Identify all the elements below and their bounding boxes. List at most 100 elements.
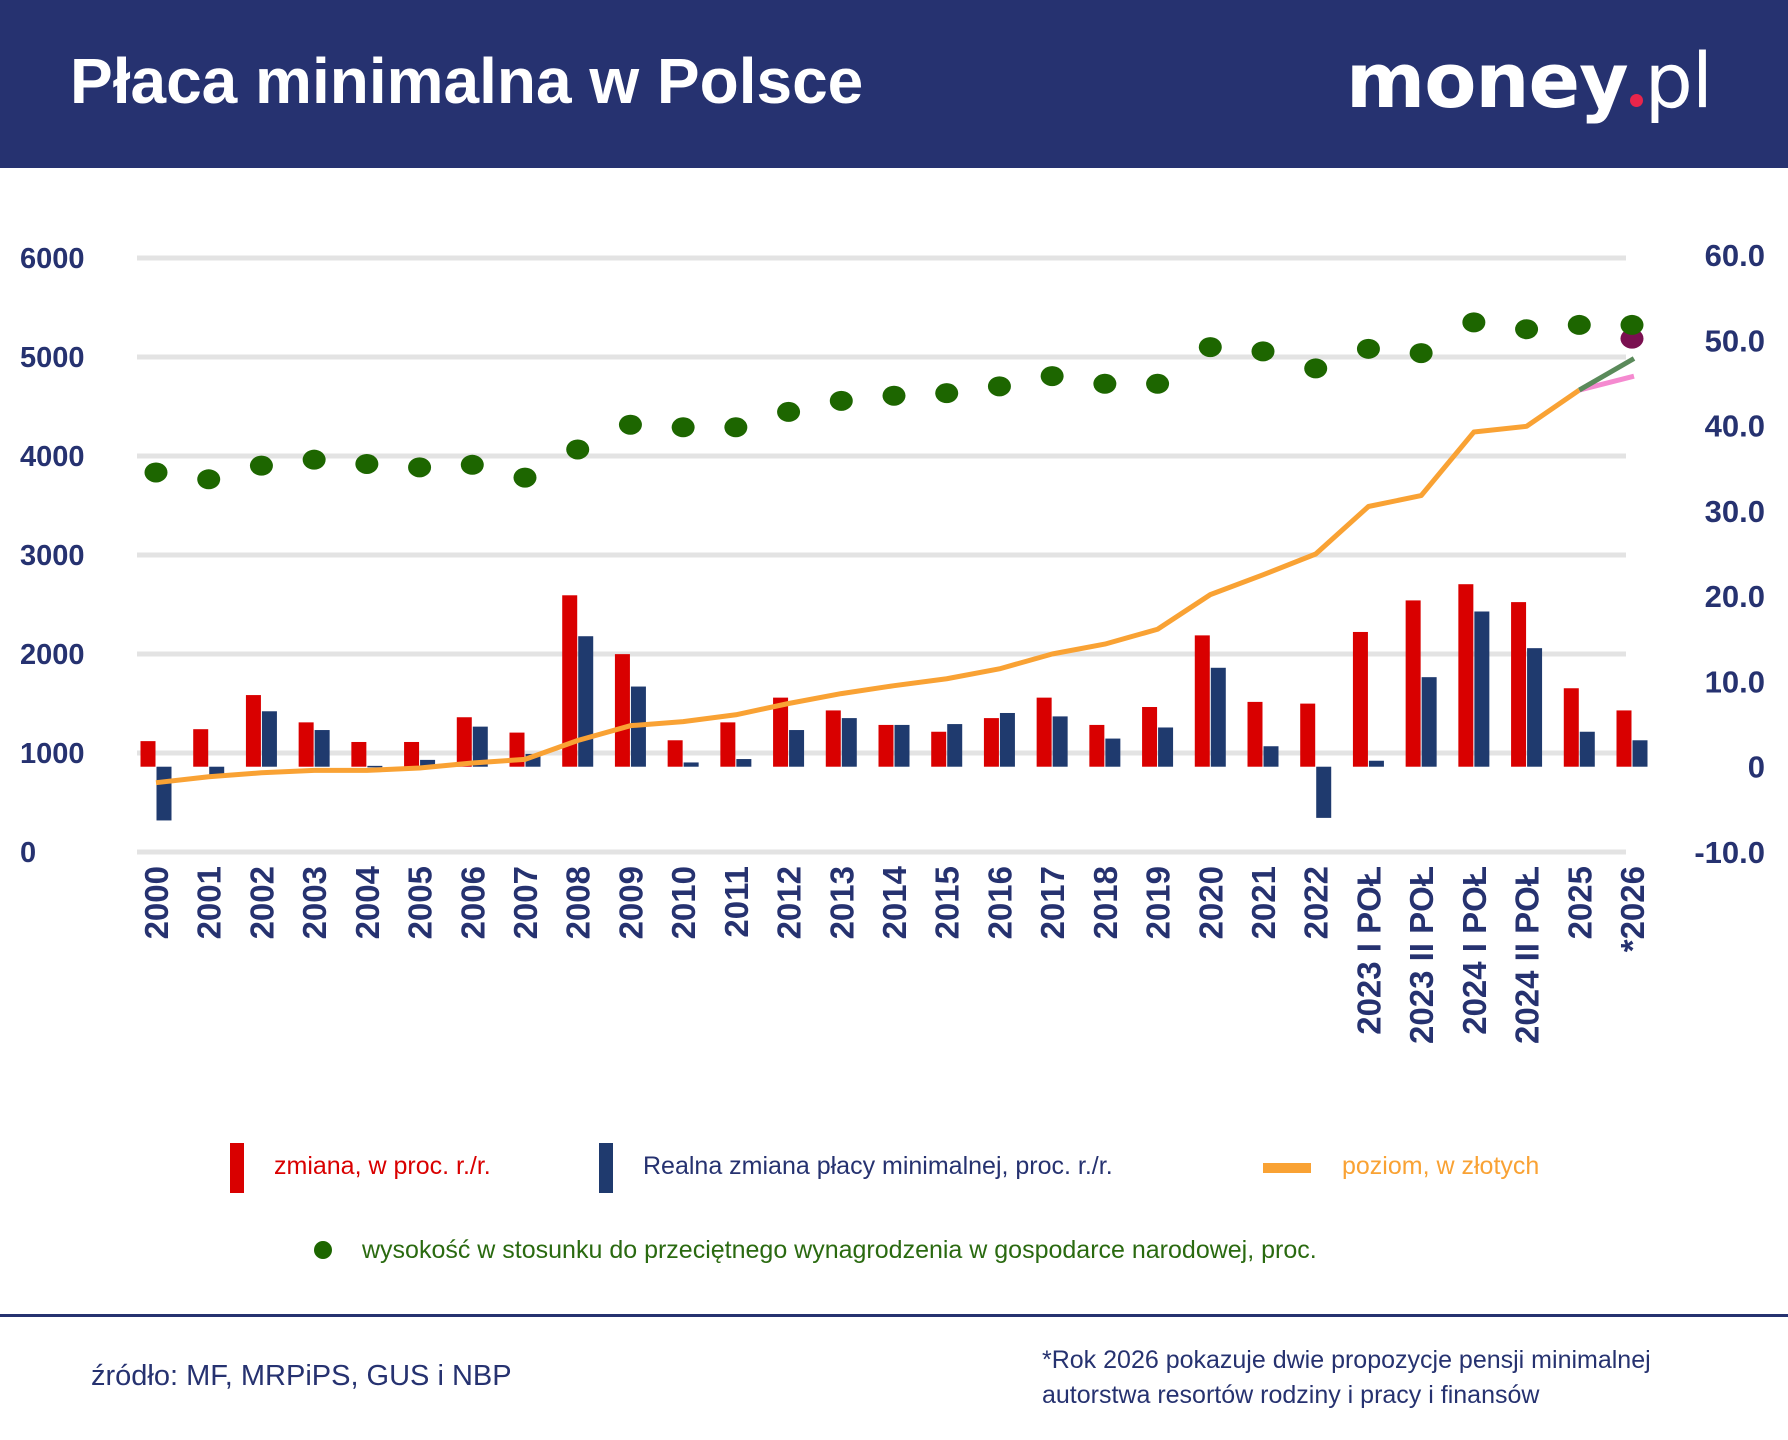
category-label: 2010 xyxy=(665,866,702,939)
bar-nominal xyxy=(825,710,841,767)
footnote-line-1: *Rok 2026 pokazuje dwie propozycje pensj… xyxy=(1042,1346,1651,1374)
ratio-dot xyxy=(724,417,748,438)
left-axis-tick-label: 1000 xyxy=(20,738,85,770)
legend-label-real: Realna zmiana płacy minimalnej, proc. r.… xyxy=(643,1152,1113,1180)
bar-real xyxy=(1527,648,1543,767)
category-label: 2019 xyxy=(1140,866,1177,939)
bar-nominal xyxy=(456,717,472,767)
bar-real xyxy=(1421,677,1437,767)
bar-nominal xyxy=(614,654,630,767)
bar-real xyxy=(420,759,436,767)
ratio-dot xyxy=(144,462,168,483)
bar-nominal xyxy=(1194,635,1210,767)
category-label: 2006 xyxy=(454,866,491,939)
ratio-dot xyxy=(882,385,906,406)
bar-nominal xyxy=(1142,707,1158,767)
bar-real xyxy=(683,762,699,767)
bar-nominal xyxy=(193,729,209,767)
bar-real xyxy=(1316,766,1332,818)
category-label: 2025 xyxy=(1561,866,1598,939)
bar-nominal xyxy=(1405,600,1421,767)
bar-real xyxy=(578,636,594,767)
bar-real xyxy=(1052,716,1068,767)
logo-suffix-text: pl xyxy=(1644,36,1713,125)
legend-label-ratio: wysokość w stosunku do przeciętnego wyna… xyxy=(362,1236,1317,1264)
left-axis-tick-label: 0 xyxy=(20,837,36,869)
bar-nominal xyxy=(1511,602,1527,767)
money-pl-logo: money pl xyxy=(1346,36,1713,125)
bar-real xyxy=(209,766,225,776)
bar-nominal xyxy=(667,740,683,767)
category-label: 2023 I POŁ xyxy=(1350,866,1387,1035)
category-label: *2026 xyxy=(1614,866,1651,952)
bar-nominal xyxy=(1089,724,1105,767)
category-label: 2012 xyxy=(771,866,808,939)
legend-marker-nominal xyxy=(230,1143,244,1193)
ratio-dot xyxy=(1567,314,1591,335)
ratio-dot xyxy=(935,383,959,404)
category-label: 2003 xyxy=(296,866,333,939)
right-axis-tick-label: 30.0 xyxy=(1705,494,1765,529)
bar-real xyxy=(841,718,857,767)
bar-real xyxy=(1579,731,1595,767)
category-label: 2001 xyxy=(191,866,228,939)
category-label: 2022 xyxy=(1298,866,1335,939)
bar-real xyxy=(999,712,1015,767)
category-label: 2023 II POŁ xyxy=(1403,866,1440,1044)
bar-real xyxy=(1158,727,1174,767)
category-label: 2018 xyxy=(1087,866,1124,939)
right-axis-tick-label: -10.0 xyxy=(1694,835,1765,870)
category-label: 2021 xyxy=(1245,866,1282,939)
ratio-dot xyxy=(1093,373,1117,394)
bar-nominal xyxy=(1563,688,1579,767)
bar-nominal xyxy=(245,695,261,767)
bar-nominal xyxy=(720,722,736,767)
left-axis-tick-label: 3000 xyxy=(20,540,85,572)
bar-nominal xyxy=(1300,703,1316,767)
ratio-dot xyxy=(408,457,432,478)
bar-nominal xyxy=(878,724,894,767)
right-axis-tick-label: 50.0 xyxy=(1705,323,1765,358)
bar-nominal xyxy=(404,741,420,767)
ratio-dot xyxy=(1409,343,1433,364)
bar-real xyxy=(1474,611,1490,767)
legend-marker-level xyxy=(1263,1163,1311,1173)
legend-label-level: poziom, w złotych xyxy=(1342,1152,1540,1180)
ratio-dot xyxy=(1462,312,1486,333)
bar-nominal xyxy=(1458,584,1474,767)
bar-nominal xyxy=(140,741,156,767)
left-axis-tick-label: 6000 xyxy=(20,243,85,275)
bar-nominal xyxy=(351,741,367,767)
bar-nominal xyxy=(1616,710,1632,767)
category-label: 2000 xyxy=(138,866,175,939)
bar-nominal xyxy=(773,697,789,767)
ratio-dot xyxy=(355,453,379,474)
ratio-dot xyxy=(566,439,590,460)
ratio-dot xyxy=(1515,319,1539,340)
bar-real xyxy=(789,730,805,767)
category-label: 2015 xyxy=(929,866,966,939)
category-label: 2017 xyxy=(1034,866,1071,939)
bar-real xyxy=(261,711,277,767)
right-axis-tick-label: 10.0 xyxy=(1705,664,1765,699)
level-line-2026-proposal-low xyxy=(1578,373,1635,393)
ratio-dot xyxy=(618,414,642,435)
ratio-dot xyxy=(777,401,801,422)
bar-real xyxy=(1368,760,1384,767)
bar-nominal xyxy=(1036,697,1052,767)
category-label: 2011 xyxy=(718,866,755,938)
category-label: 2013 xyxy=(823,866,860,939)
bar-nominal xyxy=(931,731,947,767)
ratio-dot xyxy=(460,454,484,475)
category-label: 2014 xyxy=(876,865,913,939)
category-label: 2024 I POŁ xyxy=(1456,866,1493,1035)
category-label: 2005 xyxy=(402,866,439,939)
legend-label-nominal: zmiana, w proc. r./r. xyxy=(274,1152,491,1180)
left-axis-tick-label: 2000 xyxy=(20,639,85,671)
source-text: źródło: MF, MRPiPS, GUS i NBP xyxy=(91,1360,512,1392)
right-axis-tick-label: 60.0 xyxy=(1705,238,1765,273)
ratio-dot xyxy=(1040,366,1064,387)
ratio-dot xyxy=(1251,341,1275,362)
ratio-dot xyxy=(671,417,695,438)
